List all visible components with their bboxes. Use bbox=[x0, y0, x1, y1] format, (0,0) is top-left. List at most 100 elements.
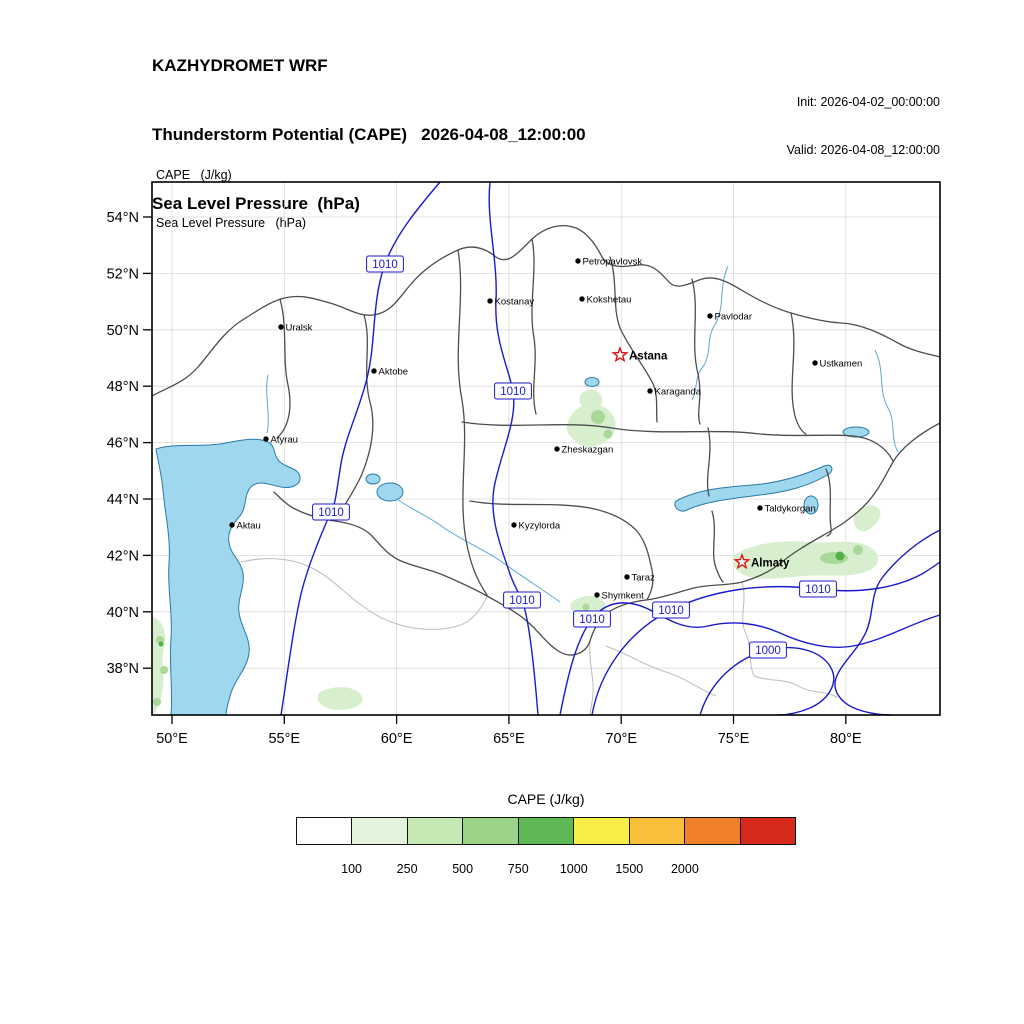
product-title: KAZHYDROMET WRF bbox=[152, 56, 328, 75]
neighbor-border-layer bbox=[240, 558, 839, 716]
field-legend-slp: Sea Level Pressure (hPa) bbox=[156, 216, 307, 230]
colorbar-segment bbox=[297, 818, 352, 844]
colorbar-tick-label: 1000 bbox=[559, 862, 588, 876]
lat-tick-label: 50°N bbox=[107, 323, 139, 339]
capital-label-astana: Astana bbox=[629, 351, 668, 363]
city-marker-pavlodar bbox=[707, 313, 713, 319]
city-label-atyrau: Atyrau bbox=[271, 435, 298, 446]
oblast-border bbox=[609, 256, 658, 423]
cape-shading bbox=[732, 541, 879, 579]
isobar-label: 1010 bbox=[805, 584, 831, 596]
axes-layer: 54°N 52°N 50°N 48°N 46°N 44°N 42°N 40°N 38°N 50°E… bbox=[107, 210, 862, 747]
isobar-1010 bbox=[591, 561, 941, 716]
isobar-label-box bbox=[652, 601, 690, 619]
lon-tick-label: 70°E bbox=[605, 731, 637, 747]
country-border-southeast bbox=[273, 422, 941, 656]
isobar-label-box bbox=[366, 255, 404, 273]
city-label-taraz: Taraz bbox=[632, 573, 655, 584]
isobar-label: 1010 bbox=[658, 605, 684, 617]
city-marker-kostanay bbox=[487, 298, 493, 304]
colorbar-segment bbox=[406, 818, 463, 844]
lat-tick-label: 42°N bbox=[107, 548, 139, 564]
oblast-border bbox=[531, 238, 537, 415]
neighbor-border bbox=[753, 675, 839, 699]
city-label-shymkent: Shymkent bbox=[602, 591, 645, 602]
city-label-kyzylorda: Kyzylorda bbox=[519, 521, 561, 532]
product-subtitle-cape: Thunderstorm Potential (CAPE) 2026-04-08… bbox=[152, 125, 586, 144]
country-border-north bbox=[151, 224, 941, 397]
cape-shading bbox=[582, 603, 590, 611]
header: KAZHYDROMET WRF Thunderstorm Potential (… bbox=[152, 8, 586, 238]
cape-shading bbox=[591, 410, 605, 424]
cape-shading bbox=[853, 545, 863, 555]
city-marker-taldykorgan bbox=[757, 505, 763, 511]
lat-tick-label: 44°N bbox=[107, 492, 139, 508]
caspian-sea bbox=[155, 438, 301, 716]
colorbar-tick-label: 500 bbox=[452, 862, 474, 876]
isobar-label-box bbox=[573, 610, 611, 628]
lat-tick-label: 48°N bbox=[107, 379, 139, 395]
city-label-ustkamen: Ustkamen bbox=[820, 359, 863, 370]
city-layer: Petropavlovsk Kostanay Kokshetau Pavlodar Ur… bbox=[229, 257, 862, 602]
city-marker-shymkent bbox=[594, 592, 600, 598]
field-legend-cape: CAPE (J/kg) bbox=[156, 168, 232, 182]
colorbar-segment bbox=[684, 818, 740, 844]
city-marker-karaganda bbox=[647, 388, 653, 394]
oblast-border bbox=[790, 312, 807, 435]
valid-time: Valid: 2026-04-08_12:00:00 bbox=[786, 143, 940, 157]
colorbar-tick-label: 2000 bbox=[670, 862, 699, 876]
cape-shading bbox=[317, 687, 363, 710]
colorbar-tick-label: 1500 bbox=[615, 862, 644, 876]
isobar-1010 bbox=[488, 181, 539, 716]
city-label-uralsk: Uralsk bbox=[286, 323, 313, 334]
isobar-label: 1010 bbox=[579, 614, 605, 626]
capital-star-almaty bbox=[733, 553, 751, 570]
city-marker-atyrau bbox=[263, 436, 269, 442]
city-marker-aktau bbox=[229, 522, 235, 528]
isobar-label: 1010 bbox=[509, 595, 535, 607]
city-label-kostanay: Kostanay bbox=[495, 297, 535, 308]
lake-balkhash bbox=[674, 464, 833, 512]
lon-tick-label: 80°E bbox=[830, 731, 862, 747]
city-marker-kyzylorda bbox=[511, 522, 517, 528]
city-label-taldykorgan: Taldykorgan bbox=[765, 504, 816, 515]
city-marker-ustkamen bbox=[812, 360, 818, 366]
colorbar-segment bbox=[462, 818, 518, 844]
init-time: Init: 2026-04-02_00:00:00 bbox=[796, 95, 940, 109]
river bbox=[397, 499, 561, 603]
city-label-kokshetau: Kokshetau bbox=[587, 295, 632, 306]
neighbor-border bbox=[240, 558, 488, 630]
lon-tick-label: 50°E bbox=[156, 731, 188, 747]
lon-tick-label: 55°E bbox=[268, 731, 300, 747]
lake-alakol bbox=[803, 495, 819, 515]
city-label-karaganda: Karaganda bbox=[655, 387, 702, 398]
lat-tick-label: 46°N bbox=[107, 436, 139, 452]
region-border-layer bbox=[151, 224, 941, 656]
capital-star-astana bbox=[611, 346, 629, 363]
isobar-label: 1010 bbox=[500, 386, 526, 398]
field-legend: CAPE (J/kg) Sea Level Pressure (hPa) bbox=[156, 135, 306, 247]
lat-tick-label: 40°N bbox=[107, 605, 139, 621]
city-marker-taraz bbox=[624, 574, 630, 580]
lon-tick-label: 65°E bbox=[493, 731, 525, 747]
cape-shading bbox=[835, 551, 845, 561]
lake-aral-small bbox=[365, 473, 381, 485]
neighbor-border bbox=[589, 640, 594, 716]
neighbor-border bbox=[741, 581, 755, 677]
lon-tick-label: 60°E bbox=[381, 731, 413, 747]
isobar-label-box bbox=[494, 382, 532, 400]
river bbox=[266, 374, 269, 434]
isobar-1000 bbox=[699, 646, 835, 716]
isobar-1010 bbox=[280, 181, 441, 716]
colorbar-segment bbox=[351, 818, 407, 844]
river bbox=[874, 349, 899, 453]
colorbar-segment bbox=[573, 818, 629, 844]
lake-tengiz bbox=[584, 377, 600, 387]
isobar-label-box bbox=[799, 580, 837, 598]
cape-shading-layer bbox=[152, 389, 881, 715]
city-marker-aktobe bbox=[371, 368, 377, 374]
lat-tick-label: 54°N bbox=[107, 210, 139, 226]
lat-tick-label: 38°N bbox=[107, 661, 139, 677]
city-label-zheskazgan: Zheskazgan bbox=[562, 445, 614, 456]
